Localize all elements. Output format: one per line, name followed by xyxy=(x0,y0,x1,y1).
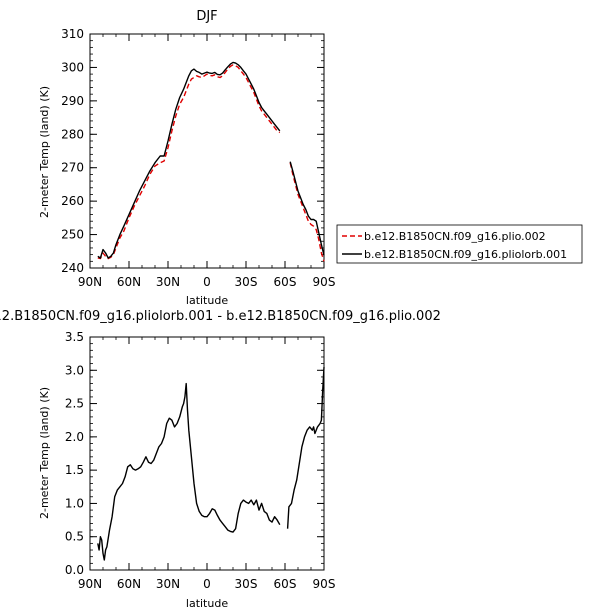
series-line-0-segment-1 xyxy=(289,162,325,262)
y-tick-label: 310 xyxy=(61,27,84,41)
x-tick-label: 30N xyxy=(156,577,180,591)
plot-frame xyxy=(89,336,325,571)
y-tick-label: 1.5 xyxy=(65,463,84,477)
series-line-0-segment-0 xyxy=(97,64,281,260)
chart-title: b.e12.B1850CN.f09_g16.pliolorb.001 - b.e… xyxy=(0,309,441,324)
x-tick-label: 90N xyxy=(78,577,102,591)
y-tick-label: 2.5 xyxy=(65,397,84,411)
legend-box xyxy=(336,224,583,264)
y-tick-label: 270 xyxy=(61,161,84,175)
y-tick-label: 3.5 xyxy=(65,330,84,344)
y-tick-label: 3.0 xyxy=(65,363,84,377)
x-axis-label: latitude xyxy=(186,597,228,610)
x-tick-label: 90S xyxy=(313,275,336,289)
series-line-1-segment-0 xyxy=(97,61,281,259)
y-axis-label: 2-meter Temp (land) (K) xyxy=(38,387,51,519)
y-tick-label: 280 xyxy=(61,127,84,141)
plot-area: 90N 60N 30N 0 30S 60S 90S 240 250 260 270 280 290 300… xyxy=(61,27,335,289)
x-tick-label: 30S xyxy=(235,577,258,591)
x-axis-label: latitude xyxy=(186,294,228,307)
legend-label-pliolorb: b.e12.B1850CN.f09_g16.pliolorb.001 xyxy=(364,248,567,261)
y-axis-label: 2-meter Temp (land) (K) xyxy=(38,86,51,218)
y-tick-label: 2.0 xyxy=(65,430,84,444)
x-tick-label: 60S xyxy=(274,275,297,289)
series-line-1-segment-1 xyxy=(289,161,325,256)
x-tick-label: 60N xyxy=(117,577,141,591)
x-tick-label: 90S xyxy=(313,577,336,591)
y-tick-label: 0.0 xyxy=(65,563,84,577)
plot-area: 90N 60N 30N 0 30S 60S 90S 0.0 0.5 1.0 1.5 2.0 2.5 3.0… xyxy=(65,330,336,591)
y-tick-label: 290 xyxy=(61,94,84,108)
x-tick-label: 60N xyxy=(117,275,141,289)
x-tick-label: 60S xyxy=(274,577,297,591)
panel-djf-temperature: DJF 2-meter Temp (land) (K) latitude 90N… xyxy=(38,9,335,307)
x-tick-label: 90N xyxy=(78,275,102,289)
x-tick-label: 0 xyxy=(203,577,211,591)
y-tick-label: 260 xyxy=(61,194,84,208)
series-line-0-segment-1 xyxy=(286,366,325,529)
series-line-0-segment-0 xyxy=(97,382,281,561)
x-tick-label: 0 xyxy=(203,275,211,289)
legend-label-plio: b.e12.B1850CN.f09_g16.plio.002 xyxy=(364,230,546,243)
y-tick-label: 300 xyxy=(61,60,84,74)
chart-title: DJF xyxy=(196,9,217,24)
y-tick-label: 1.0 xyxy=(65,496,84,510)
y-tick-label: 250 xyxy=(61,228,84,242)
x-tick-label: 30N xyxy=(156,275,180,289)
y-tick-label: 240 xyxy=(61,261,84,275)
legend: b.e12.B1850CN.f09_g16.plio.002 b.e12.B18… xyxy=(336,224,583,264)
panel-difference: b.e12.B1850CN.f09_g16.pliolorb.001 - b.e… xyxy=(0,309,441,610)
x-tick-label: 30S xyxy=(235,275,258,289)
y-tick-label: 0.5 xyxy=(65,530,84,544)
plot-frame xyxy=(89,33,325,269)
